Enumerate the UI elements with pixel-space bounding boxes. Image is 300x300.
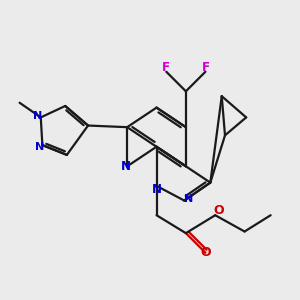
Text: N: N xyxy=(121,160,130,173)
Text: F: F xyxy=(201,61,209,74)
Text: N: N xyxy=(184,194,193,204)
Text: F: F xyxy=(162,61,170,74)
Text: N: N xyxy=(33,111,42,121)
Text: O: O xyxy=(214,204,224,217)
Text: N: N xyxy=(34,142,44,152)
Text: O: O xyxy=(200,246,211,259)
Text: N: N xyxy=(152,183,161,196)
